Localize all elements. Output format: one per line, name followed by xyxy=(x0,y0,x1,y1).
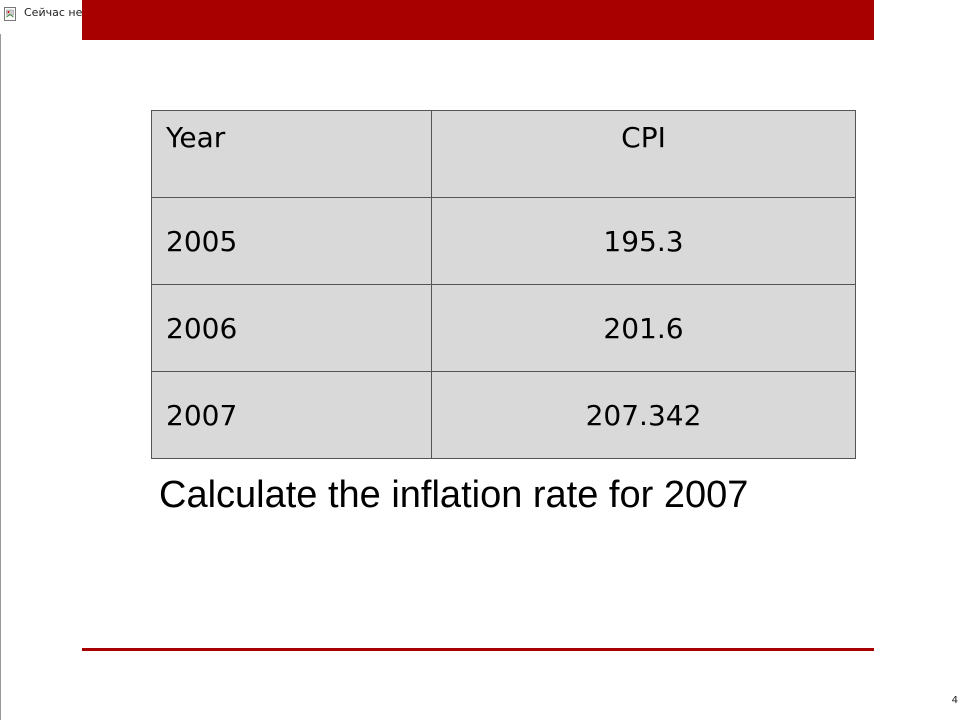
table-header-row: Year CPI xyxy=(151,110,856,198)
table-row: 2007 207.342 xyxy=(151,371,856,459)
header-year: Year xyxy=(151,110,432,198)
question-text: Calculate the inflation rate for 2007 xyxy=(159,474,749,516)
broken-image-icon xyxy=(4,7,16,21)
bottom-accent-line xyxy=(82,648,874,651)
page-number: 4 xyxy=(951,695,958,706)
cell-cpi: 195.3 xyxy=(431,197,856,285)
top-accent-bar xyxy=(82,0,874,40)
cell-cpi: 207.342 xyxy=(431,371,856,459)
image-alt-text: Сейчас не у xyxy=(24,6,82,19)
cell-year: 2006 xyxy=(151,284,432,372)
cell-cpi: 201.6 xyxy=(431,284,856,372)
cell-year: 2007 xyxy=(151,371,432,459)
broken-image-placeholder: Сейчас не у xyxy=(0,0,82,34)
header-cpi: CPI xyxy=(431,110,856,198)
table-row: 2005 195.3 xyxy=(151,197,856,285)
cell-year: 2005 xyxy=(151,197,432,285)
cpi-table: Year CPI 2005 195.3 2006 201.6 2007 207.… xyxy=(151,110,856,459)
table-row: 2006 201.6 xyxy=(151,284,856,372)
left-border-line xyxy=(0,0,1,720)
